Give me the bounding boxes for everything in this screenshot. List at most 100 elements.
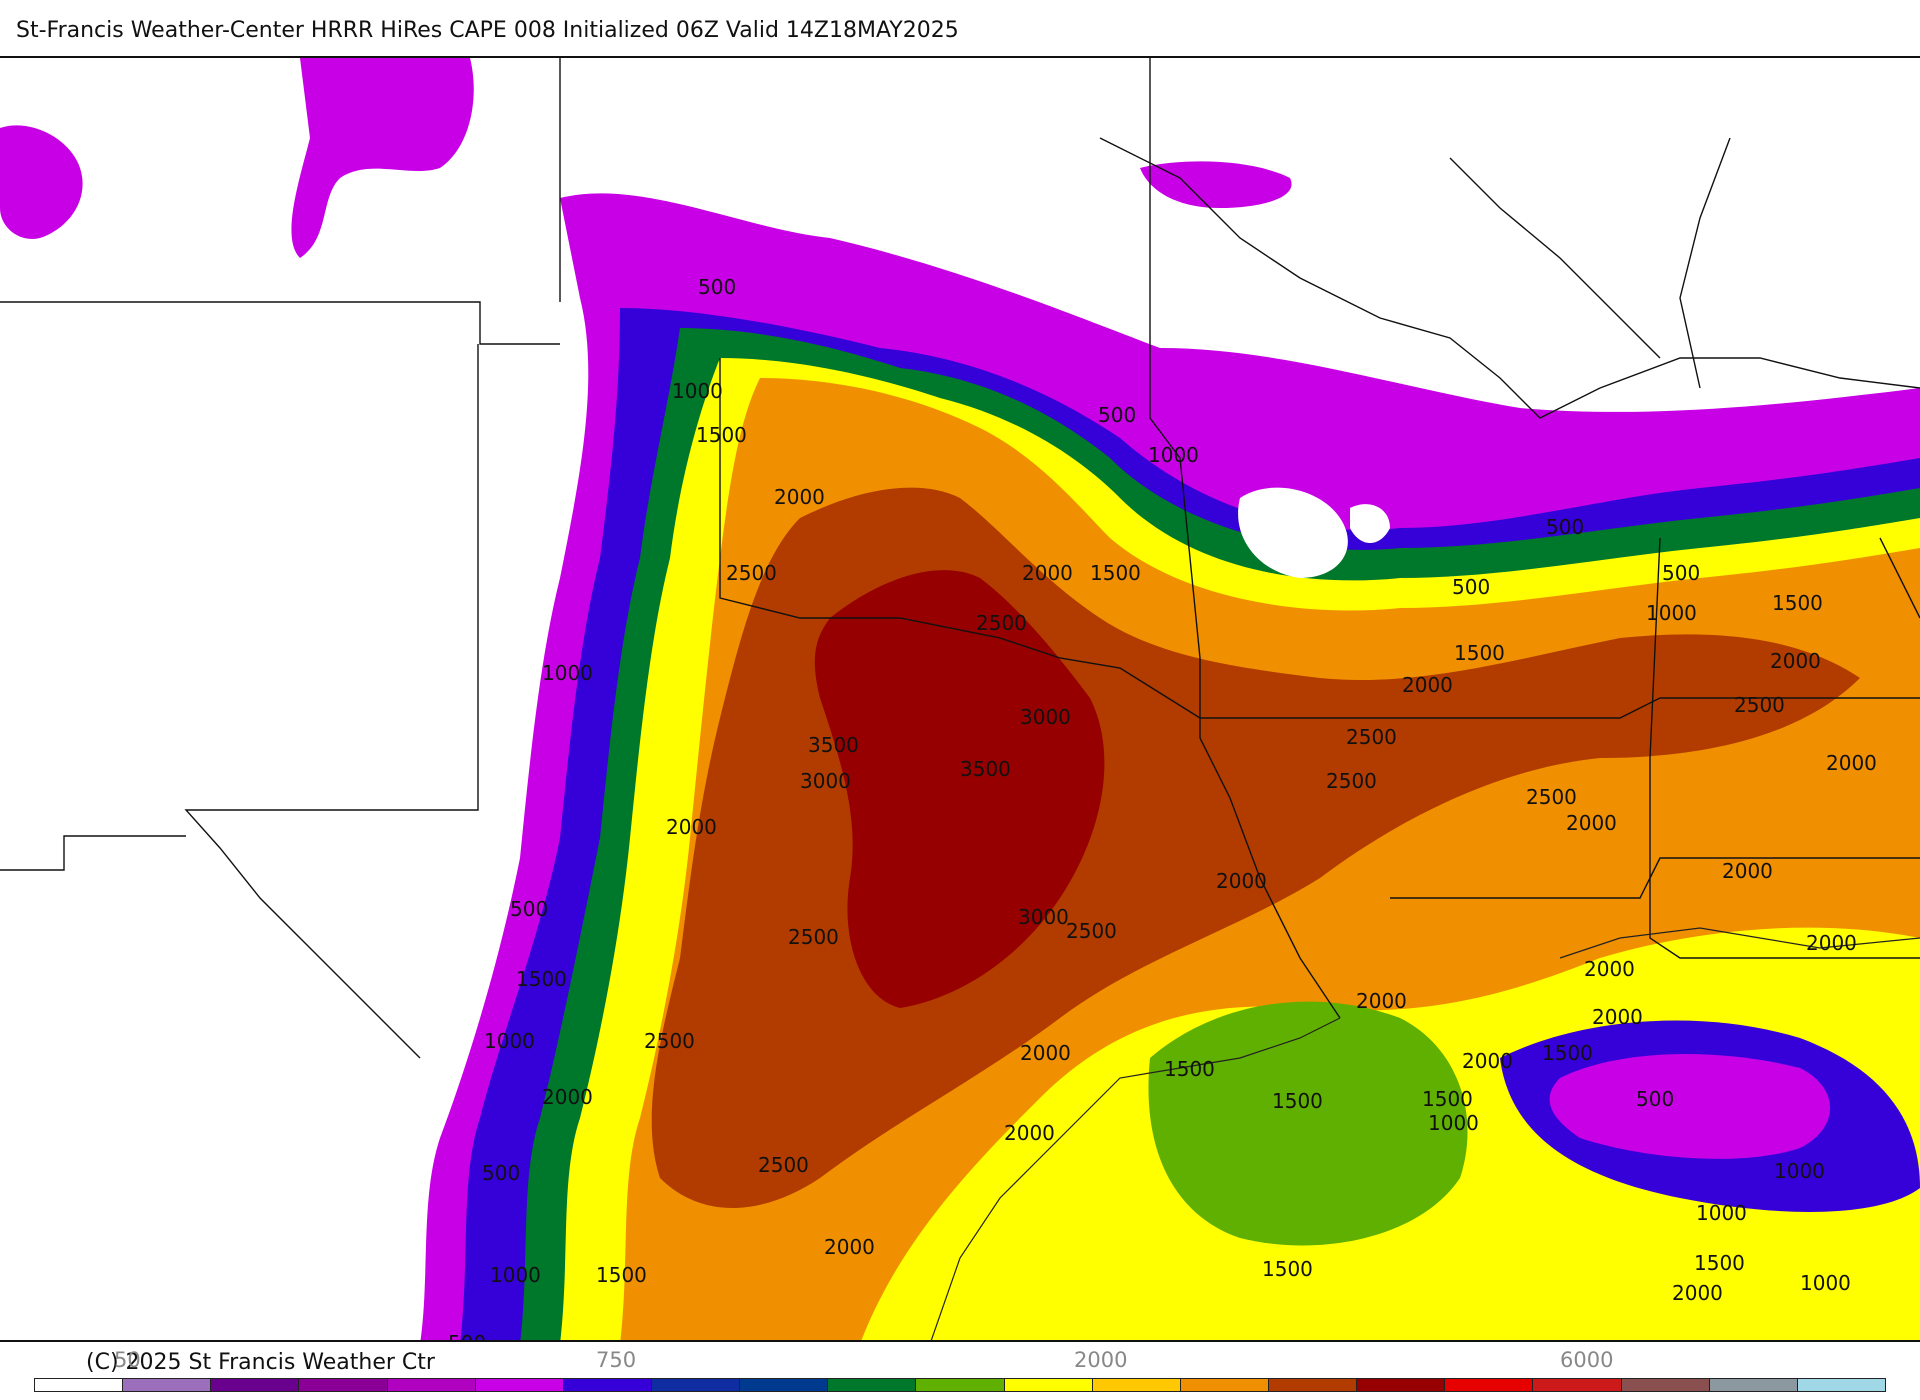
colorbar-swatch [740,1379,829,1391]
contour-label: 500 [1662,561,1700,585]
contour-label: 2500 [1326,769,1377,793]
contour-label: 3000 [1018,905,1069,929]
contour-label: 1500 [516,967,567,991]
contour-label: 1500 [1542,1041,1593,1065]
colorbar-swatch [916,1379,1005,1391]
colorbar-swatch [35,1379,124,1391]
contour-label: 1000 [1696,1201,1747,1225]
contour-label: 500 [1636,1087,1674,1111]
contour-label: 2000 [1722,859,1773,883]
contour-label: 2000 [1356,989,1407,1013]
cape-map-canvas: 500 1000 1500 2000 2500 500 1000 1500 20… [0,58,1920,1342]
contour-label: 2000 [1216,869,1267,893]
cape-band-3500 [814,570,1105,1008]
contour-label: 2000 [1402,673,1453,697]
contour-label: 1500 [1422,1087,1473,1111]
colorbar-swatch [1797,1379,1885,1391]
cape-gulf-swirl-green [1148,1001,1468,1246]
contour-label: 500 [448,1331,486,1342]
contour-label: 2000 [1584,957,1635,981]
contour-labels: 500 1000 1500 2000 2500 500 1000 1500 20… [448,275,1877,1342]
colorbar-swatch [1357,1379,1446,1391]
colorbar-swatch [387,1379,476,1391]
contour-label: 3500 [808,733,859,757]
colorbar-swatch [123,1379,212,1391]
contour-label: 1000 [1148,443,1199,467]
state-boundaries [0,58,1920,1059]
cape-gulf-swirl-magenta [1549,1054,1830,1159]
contour-label: 1500 [1164,1057,1215,1081]
contour-label: 2000 [1672,1281,1723,1305]
contour-label: 2000 [1806,931,1857,955]
contour-label: 500 [510,897,548,921]
colorbar-swatch [563,1379,652,1391]
contour-label: 2000 [1004,1121,1055,1145]
contour-label: 1000 [490,1263,541,1287]
contour-label: 1000 [672,379,723,403]
contour-label: 1500 [1772,591,1823,615]
contour-label: 500 [1546,515,1584,539]
colorbar-swatch [475,1379,564,1391]
contour-label: 2500 [1066,919,1117,943]
cape-band-upper-nw [291,58,474,258]
map-footer: (C) 2025 St Francis Weather Ctr 50 750 2… [0,1342,1920,1400]
colorbar-swatch [211,1379,300,1391]
colorbar-tick-label: 750 [596,1348,637,1372]
colorbar-swatch [1180,1379,1269,1391]
contour-label: 2000 [666,815,717,839]
colorbar-swatch [1268,1379,1358,1391]
colorbar-swatch [1092,1379,1181,1391]
contour-label: 2000 [1020,1041,1071,1065]
contour-label: 2500 [1526,785,1577,809]
contour-label: 2500 [644,1029,695,1053]
contour-label: 2000 [1770,649,1821,673]
contour-label: 1500 [1694,1251,1745,1275]
colorbar-tick-label: 6000 [1560,1348,1614,1372]
contour-label: 1000 [542,661,593,685]
contour-label: 3000 [1020,705,1071,729]
contour-label: 2000 [774,485,825,509]
cape-colorbar [34,1378,1886,1392]
contour-label: 500 [1098,403,1136,427]
contour-label: 2500 [758,1153,809,1177]
colorbar-swatch [1621,1379,1710,1391]
contour-label: 1000 [1646,601,1697,625]
colorbar-swatch [299,1379,388,1391]
contour-label: 2000 [1592,1005,1643,1029]
cape-band-ne-blob [1140,161,1292,208]
copyright-text: (C) 2025 St Francis Weather Ctr [86,1350,435,1375]
contour-label: 1500 [1262,1257,1313,1281]
contour-label: 1500 [1272,1089,1323,1113]
colorbar-swatch [828,1379,917,1391]
coastline [930,927,1920,1340]
contour-label: 1500 [596,1263,647,1287]
contour-label: 2000 [1566,811,1617,835]
contour-label: 500 [1452,575,1490,599]
contour-label: 2000 [1826,751,1877,775]
contour-label: 1000 [484,1029,535,1053]
contour-label: 2000 [824,1235,875,1259]
colorbar-swatch [1709,1379,1798,1391]
contour-label: 3500 [960,757,1011,781]
contour-label: 3000 [800,769,851,793]
contour-label: 2500 [726,561,777,585]
contour-label: 1000 [1428,1111,1479,1135]
cape-hole [1238,487,1348,578]
contour-label: 1500 [1090,561,1141,585]
contour-label: 1000 [1774,1159,1825,1183]
contour-label: 500 [698,275,736,299]
contour-label: 2500 [1346,725,1397,749]
colorbar-swatch [1533,1379,1622,1391]
colorbar-swatch [651,1379,741,1391]
contour-label: 1000 [1800,1271,1851,1295]
colorbar-tick-label: 50 [114,1348,141,1372]
colorbar-swatch [1004,1379,1093,1391]
cape-band-nw-blob [0,125,83,239]
contour-label: 2000 [1022,561,1073,585]
cape-map: 500 1000 1500 2000 2500 500 1000 1500 20… [0,56,1920,1342]
colorbar-swatch [1445,1379,1534,1391]
contour-label: 2500 [976,611,1027,635]
contour-label: 2500 [1734,693,1785,717]
contour-label: 1500 [696,423,747,447]
contour-label: 500 [482,1161,520,1185]
